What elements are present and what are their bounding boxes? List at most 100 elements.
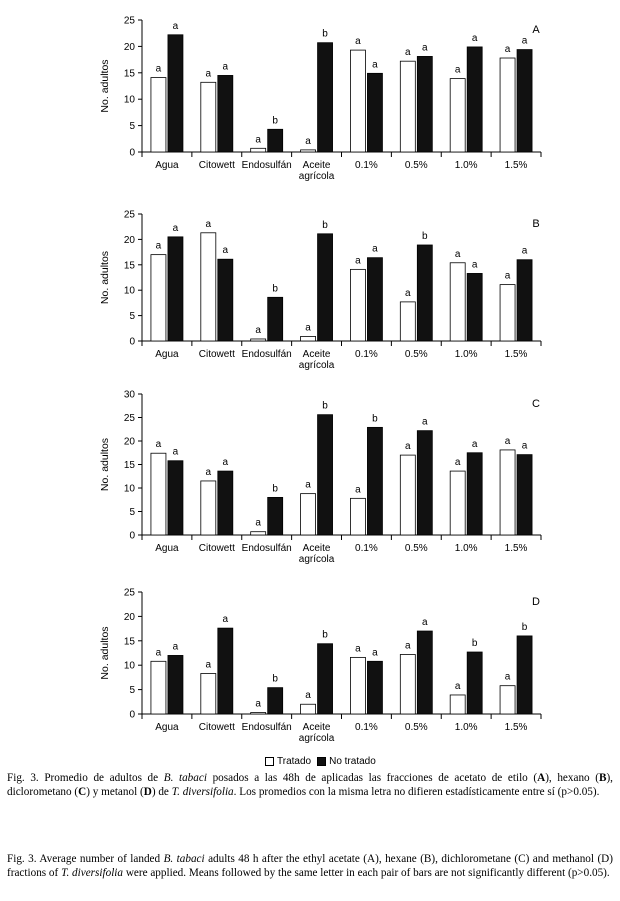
panel-d-bar-no-tratado <box>466 651 483 715</box>
panel-b-significance-letter: a <box>173 223 179 234</box>
panel-d-bar-tratado <box>499 685 516 715</box>
legend-item-no-tratado: No tratado <box>317 756 376 767</box>
panel-d-category-label: 1.5% <box>505 722 528 733</box>
panel-b-significance-letter: b <box>422 231 428 242</box>
panel-a-y-tick-label: 25 <box>124 16 136 27</box>
panel-c-y-label: No. adultos <box>99 438 111 491</box>
panel-d-significance-letter: b <box>522 622 528 633</box>
legend-label-no-tratado: No tratado <box>329 756 376 767</box>
panel-a-significance-letter: a <box>156 64 162 75</box>
panel-c-significance-letter: b <box>322 401 328 412</box>
panel-b-significance-letter: b <box>272 283 278 294</box>
panel-d-y-label: No. adultos <box>99 626 111 679</box>
panel-c-letter: C <box>532 398 540 410</box>
panel-d-significance-letter: a <box>505 672 511 683</box>
panel-c-bar-tratado <box>449 470 466 536</box>
panel-a-significance-letter: a <box>206 68 212 79</box>
panel-c-significance-letter: a <box>422 417 428 428</box>
panel-b-category-label: 0.1% <box>355 349 378 360</box>
panel-d-bar-tratado <box>150 660 167 715</box>
panel-a-bar-tratado <box>399 60 416 153</box>
panel-c-bar-tratado <box>399 454 416 536</box>
panel-a-bar-no-tratado <box>367 72 383 153</box>
panel-c-significance-letter: a <box>505 436 511 447</box>
panel-c-bar-tratado <box>150 452 167 536</box>
panel-c-significance-letter: a <box>455 457 461 468</box>
panel-d-y-tick-label: 25 <box>124 588 136 599</box>
panel-b-significance-letter: a <box>305 322 311 333</box>
panel-a-bar-tratado <box>200 81 217 153</box>
panel-a-significance-letter: a <box>305 136 311 147</box>
panel-a-significance-letter: a <box>372 59 378 70</box>
panel-d-significance-letter: a <box>405 640 411 651</box>
panel-a-significance-letter: a <box>422 42 428 53</box>
panel-c-category-label: 1.5% <box>505 543 528 554</box>
panel-c-bar-no-tratado <box>367 426 383 536</box>
panel-c-y-tick-label: 30 <box>124 390 136 401</box>
panel-d-significance-letter: a <box>173 641 179 652</box>
panel-b-significance-letter: a <box>505 271 511 282</box>
legend-swatch-no-tratado <box>317 757 327 766</box>
panel-d-significance-letter: b <box>472 638 478 649</box>
panel-a-significance-letter: b <box>322 29 328 40</box>
panel-a-significance-letter: a <box>255 134 261 145</box>
panel-a-bar-no-tratado <box>516 49 533 153</box>
panel-c-significance-letter: a <box>156 439 162 450</box>
legend: Tratado No tratado <box>265 756 382 767</box>
panel-c-category-label: Citowett <box>199 543 235 554</box>
panel-b-bar-tratado <box>250 338 267 342</box>
panel-c-y-tick-label: 15 <box>124 460 136 471</box>
panel-b-significance-letter: a <box>455 249 461 260</box>
panel-a-bar-no-tratado <box>267 128 284 153</box>
panel-d-y-tick-label: 20 <box>124 612 136 623</box>
panel-a-y-tick-label: 0 <box>129 148 135 159</box>
panel-a-y-label: No. adultos <box>99 59 111 112</box>
panel-a-category-label: 1.0% <box>455 160 478 171</box>
panel-c-bar-no-tratado <box>167 460 184 536</box>
panel-b-category-label: Agua <box>155 349 179 360</box>
panel-c-bar-tratado <box>300 493 316 536</box>
panel-b-category-label: agrícola <box>299 360 335 371</box>
panel-b-bar-no-tratado <box>217 258 234 342</box>
panel-d-significance-letter: a <box>206 659 212 670</box>
panel-c-significance-letter: a <box>173 447 179 458</box>
panel-c-y-tick-label: 0 <box>129 531 135 542</box>
panel-b-category-label: Citowett <box>199 349 235 360</box>
panel-b-bar-tratado <box>150 254 167 342</box>
panel-a-bar-tratado <box>499 57 516 153</box>
panel-a-y-tick-label: 5 <box>129 121 135 132</box>
panel-a-significance-letter: a <box>455 65 461 76</box>
panel-d-significance-letter: a <box>156 647 162 658</box>
panel-a-bar-tratado <box>250 147 267 153</box>
panel-c-significance-letter: a <box>305 480 311 491</box>
panel-d-y-tick-label: 15 <box>124 636 136 647</box>
panel-d-category-label: 0.1% <box>355 722 378 733</box>
panel-d-category-label: Citowett <box>199 722 235 733</box>
panel-c-category-label: 0.1% <box>355 543 378 554</box>
panel-a-significance-letter: a <box>223 61 229 72</box>
panel-b-y-tick-label: 15 <box>124 260 136 271</box>
panel-a-category-label: Citowett <box>199 160 235 171</box>
panel-d-category-label: Endosulfán <box>242 722 292 733</box>
panel-a-bar-no-tratado <box>217 75 234 153</box>
panel-d-y-tick-label: 5 <box>129 685 135 696</box>
legend-label-tratado: Tratado <box>277 756 312 767</box>
panel-d-category-label: Aceite <box>303 722 331 733</box>
panel-c-bar-tratado <box>250 531 267 536</box>
panel-b-significance-letter: a <box>355 255 361 266</box>
panel-d-bar-no-tratado <box>516 635 533 715</box>
panel-b-significance-letter: a <box>522 246 528 257</box>
panel-d-significance-letter: b <box>322 630 328 641</box>
panel-d-bar-tratado <box>250 712 267 715</box>
panel-c-significance-letter: b <box>372 413 378 424</box>
panel-c-bar-no-tratado <box>466 452 483 536</box>
panel-c-category-label: Agua <box>155 543 179 554</box>
panel-c-category-label: agrícola <box>299 554 335 565</box>
panel-b-letter: B <box>532 218 539 230</box>
panel-d-y-tick-label: 10 <box>124 661 136 672</box>
panel-d-bar-tratado <box>399 654 416 715</box>
panel-b-category-label: 0.5% <box>405 349 428 360</box>
panel-b-bar-no-tratado <box>167 236 184 342</box>
panel-b-bar-tratado <box>399 301 416 342</box>
panel-a-bar-no-tratado <box>167 34 184 153</box>
